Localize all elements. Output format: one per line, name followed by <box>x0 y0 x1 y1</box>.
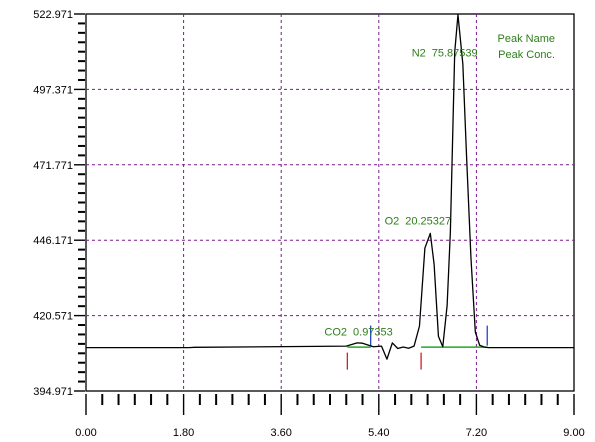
peak-label: O2 20.25327 <box>385 216 452 228</box>
x-tick-label: 7.20 <box>466 427 487 439</box>
peak-name: CO2 <box>324 327 347 339</box>
x-tick-label: 0.00 <box>75 427 96 439</box>
peak-name: O2 <box>385 216 400 228</box>
chromatogram-trace <box>86 14 574 360</box>
peak-conc: 20.25327 <box>405 216 451 228</box>
plot-frame <box>85 13 575 392</box>
y-tick-label: 420.571 <box>33 311 73 323</box>
legend-entry: Peak Name <box>498 33 555 45</box>
peak-conc: 75.87539 <box>432 48 478 60</box>
peak-label: CO2 0.97353 <box>324 327 392 339</box>
y-tick-label: 497.371 <box>33 84 73 96</box>
peak-conc: 0.97353 <box>353 327 393 339</box>
y-tick-label: 471.771 <box>33 160 73 172</box>
x-tick-label: 9.00 <box>563 427 584 439</box>
x-tick-label: 3.60 <box>270 427 291 439</box>
legend: Peak Name Peak Conc. <box>498 33 555 61</box>
y-axis: 394.971 420.571 446.171 471.771 497.371 522.9… <box>33 9 85 398</box>
x-tick-label: 5.40 <box>368 427 389 439</box>
x-tick-label: 1.80 <box>173 427 194 439</box>
y-tick-label: 446.171 <box>33 235 73 247</box>
y-tick-label: 394.971 <box>33 386 73 398</box>
peak-labels: CO2 0.97353 O2 20.25327 N2 75.87539 <box>324 48 477 339</box>
integration-markers <box>346 325 488 370</box>
peak-name: N2 <box>412 48 426 60</box>
plot-area <box>85 13 575 392</box>
x-axis: 0.00 1.80 3.60 5.40 7.20 9.00 <box>75 394 585 439</box>
peak-label: N2 75.87539 <box>412 48 478 60</box>
legend-entry: Peak Conc. <box>498 49 555 61</box>
trace <box>86 14 574 360</box>
y-tick-label: 522.971 <box>33 9 73 21</box>
grid <box>86 14 574 391</box>
